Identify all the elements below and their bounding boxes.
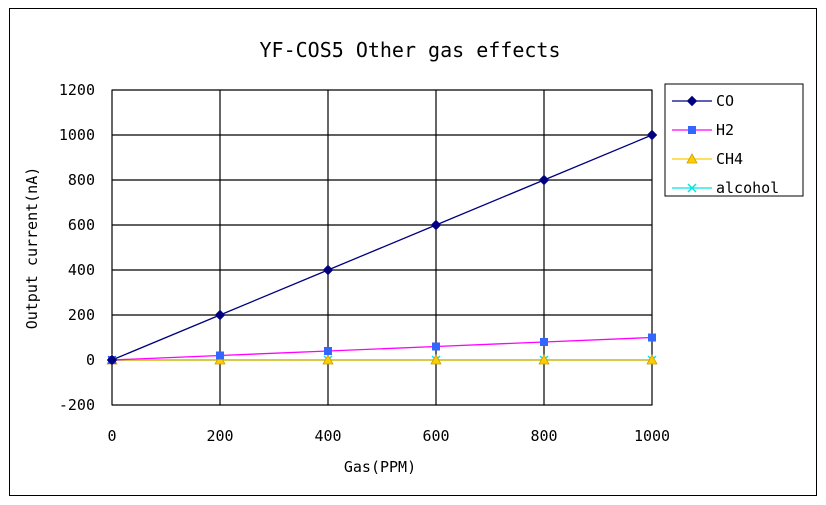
series-line-h2: [111, 336, 653, 361]
x-tick-label: 800: [530, 427, 557, 445]
data-point: [214, 309, 226, 321]
series-line-co: [111, 134, 653, 361]
legend-label: CO: [716, 92, 734, 110]
data-point: [216, 351, 224, 360]
series-markers: [106, 129, 658, 366]
data-point: [688, 126, 696, 134]
y-tick-label: -200: [59, 396, 95, 414]
legend-label: CH4: [716, 150, 743, 168]
y-axis-ticks: -200 0 200 400 600 800 1000 1200: [59, 81, 95, 414]
data-point: [106, 354, 118, 366]
x-tick-label: 200: [206, 427, 233, 445]
data-point: [646, 129, 658, 141]
chart-title: YF-COS5 Other gas effects: [259, 38, 560, 62]
x-axis-ticks: 0 200 400 600 800 1000: [107, 427, 670, 445]
data-point: [432, 342, 440, 351]
y-tick-label: 1000: [59, 126, 95, 144]
x-axis-label: Gas(PPM): [344, 458, 416, 476]
x-tick-label: 400: [314, 427, 341, 445]
y-axis-label: Output current(nA): [23, 167, 41, 330]
data-point: [322, 264, 334, 276]
legend-label: alcohol: [716, 179, 779, 197]
legend-box: [664, 83, 804, 197]
y-tick-label: 800: [68, 171, 95, 189]
data-point: [687, 183, 697, 193]
data-point: [538, 354, 550, 365]
data-point: [538, 174, 550, 186]
data-point: [430, 219, 442, 231]
y-tick-label: 600: [68, 216, 95, 234]
x-tick-label: 1000: [634, 427, 670, 445]
y-tick-label: 400: [68, 261, 95, 279]
x-tick-label: 0: [107, 427, 116, 445]
data-point: [648, 333, 656, 342]
data-point: [324, 347, 332, 355]
data-point: [430, 354, 442, 365]
data-point: [322, 354, 334, 365]
data-point: [646, 354, 658, 365]
y-tick-label: 200: [68, 306, 95, 324]
y-tick-label: 1200: [59, 81, 95, 99]
y-tick-label: 0: [86, 351, 95, 369]
data-point: [540, 338, 548, 346]
legend-label: H2: [716, 121, 734, 139]
x-tick-label: 600: [422, 427, 449, 445]
series-lines: [111, 134, 653, 361]
legend: CO H2 CH4 alcohol: [664, 83, 804, 197]
data-point: [686, 95, 698, 107]
data-point: [686, 153, 698, 164]
